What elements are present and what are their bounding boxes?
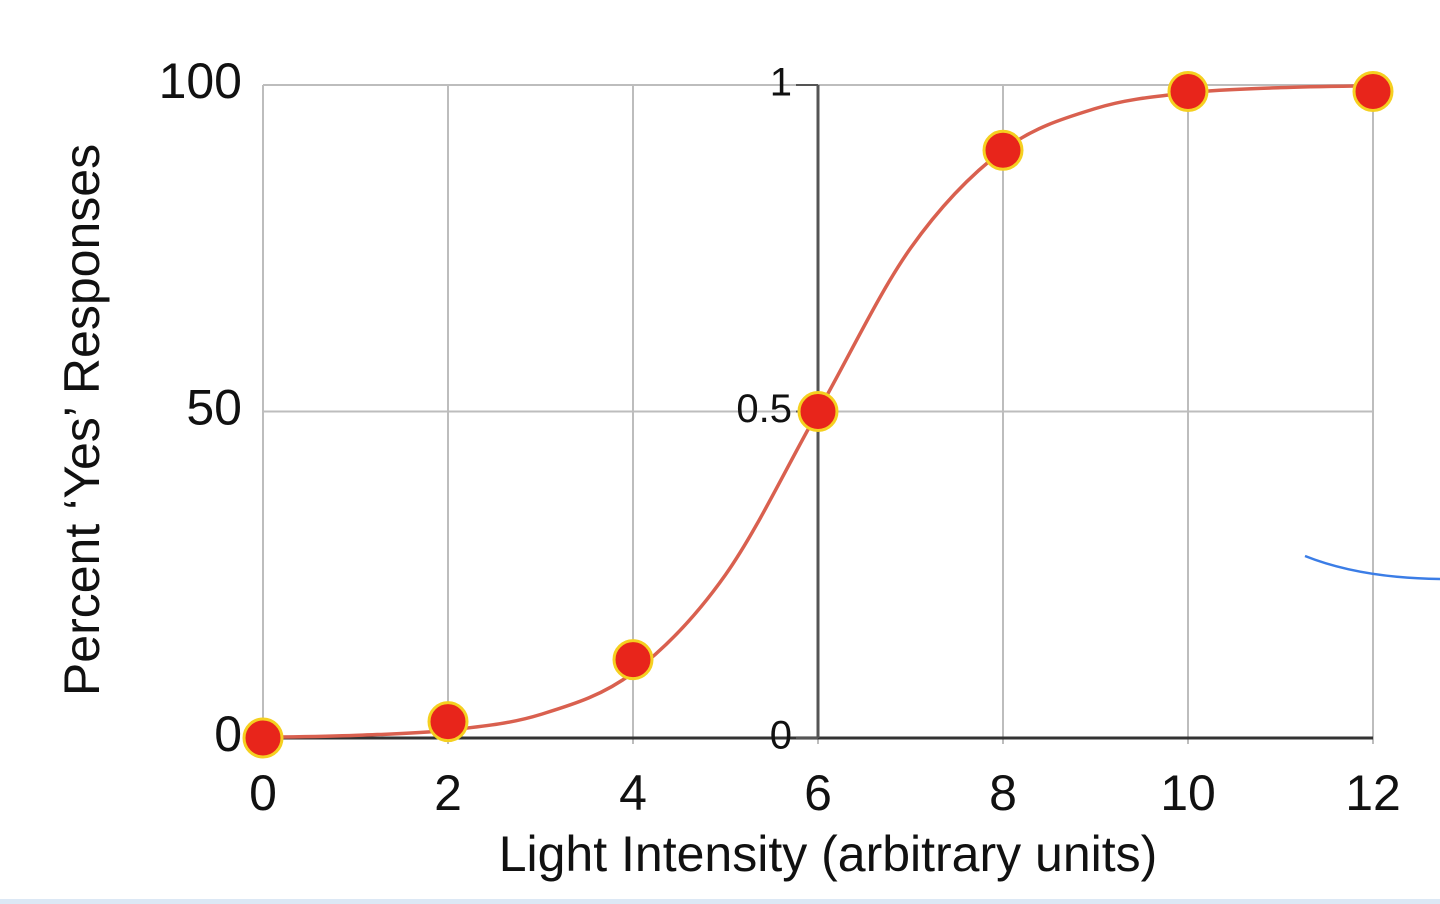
plot [242, 71, 1394, 759]
y-tick-label: 0 [214, 706, 242, 762]
x-tick-label: 4 [619, 765, 647, 821]
data-point [1167, 71, 1209, 113]
y2-tick-label: 0.5 [736, 387, 792, 431]
data-point [242, 717, 284, 759]
data-point [797, 391, 839, 432]
x-tick-label: 8 [989, 765, 1017, 821]
y-axis-label: Percent ‘Yes’ Responses [54, 144, 110, 696]
data-point [1352, 71, 1394, 113]
x-tick-label: 6 [804, 765, 832, 821]
x-tick-label: 0 [249, 765, 277, 821]
x-tick-label: 2 [434, 765, 462, 821]
x-axis-label: Light Intensity (arbitrary units) [499, 826, 1158, 882]
x-tick-label: 10 [1160, 765, 1216, 821]
data-point [982, 129, 1024, 171]
pen-stroke [1304, 554, 1440, 581]
y-tick-label: 50 [186, 380, 242, 436]
y-tick-label: 100 [159, 53, 242, 109]
y2-tick-label: 1 [770, 61, 792, 105]
data-point [427, 701, 469, 743]
bottom-edge [0, 899, 1440, 904]
data-point [612, 639, 654, 681]
y2-tick-label: 0 [770, 714, 792, 758]
x-tick-label: 12 [1345, 765, 1401, 821]
